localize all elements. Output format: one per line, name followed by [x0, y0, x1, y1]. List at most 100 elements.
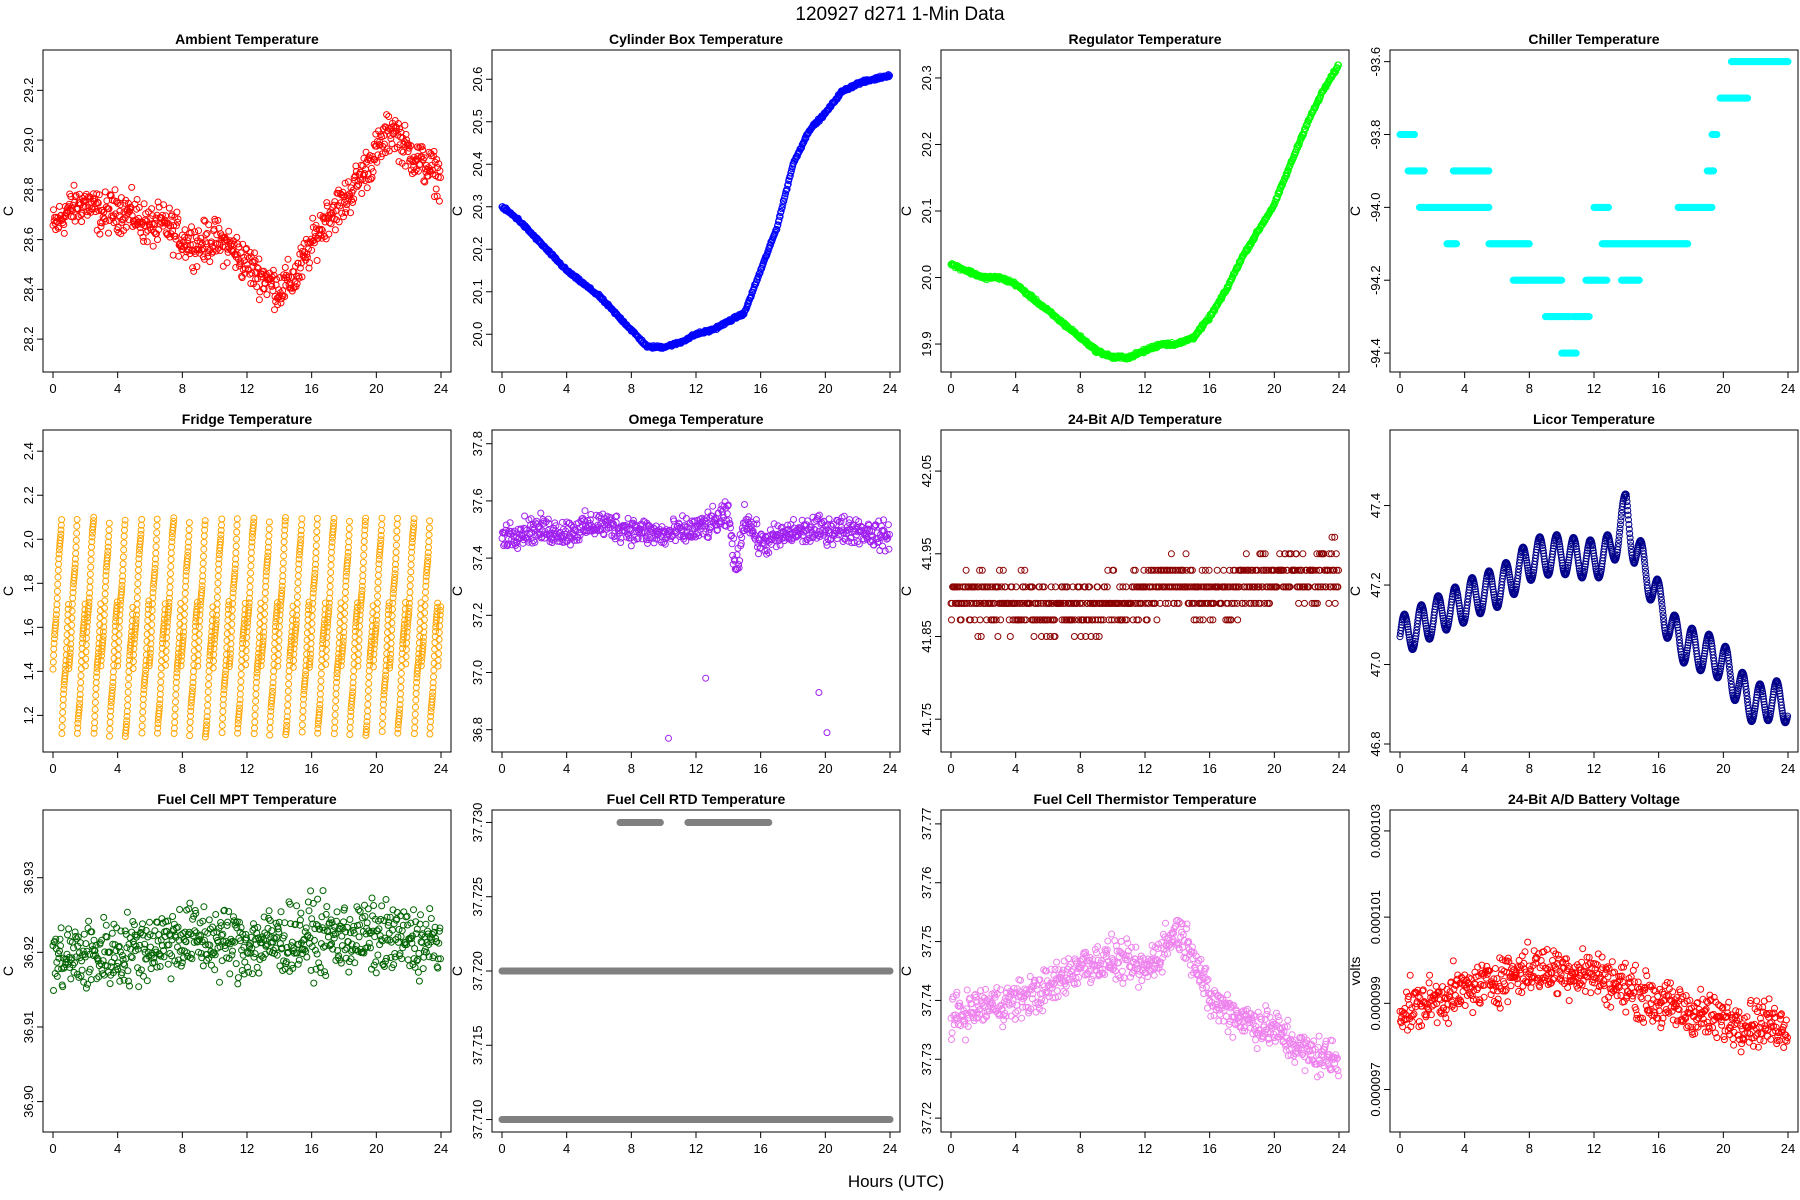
data-point	[268, 273, 276, 281]
data-point	[148, 614, 156, 621]
data-point	[406, 588, 414, 596]
data-point	[269, 683, 277, 691]
x-tick-label: 16	[304, 761, 318, 776]
data-point	[419, 641, 427, 649]
data-point	[168, 533, 176, 541]
data-point	[227, 645, 235, 653]
data-point	[367, 644, 375, 652]
x-tick-label: 20	[818, 761, 832, 776]
data-point	[81, 662, 89, 670]
data-point	[422, 161, 430, 169]
data-point	[228, 620, 236, 628]
data-point	[329, 525, 337, 533]
data-point	[298, 515, 306, 523]
data-point	[167, 563, 175, 570]
data-point	[379, 720, 386, 728]
data-point	[282, 514, 289, 521]
data-point	[232, 264, 240, 271]
x-tick-label: 12	[240, 381, 254, 396]
data-point	[313, 521, 321, 529]
data-point	[92, 685, 100, 693]
data-point	[50, 640, 58, 647]
data-point	[294, 586, 302, 594]
data-point	[298, 521, 306, 529]
data-point	[356, 616, 364, 624]
x-tick-label: 0	[947, 381, 954, 396]
data-point	[250, 518, 258, 526]
data-point	[245, 599, 253, 607]
data-point	[137, 531, 145, 538]
data-point	[435, 629, 443, 637]
data-point	[433, 156, 441, 163]
data-point	[327, 555, 335, 563]
data-point	[205, 221, 213, 229]
data-point	[391, 573, 399, 581]
data-point	[163, 623, 171, 631]
data-point	[50, 635, 58, 643]
y-tick-label: 28.8	[21, 177, 36, 202]
data-point	[280, 552, 288, 560]
data-point	[432, 623, 440, 631]
data-point	[275, 630, 283, 638]
data-point	[382, 149, 389, 157]
x-tick-label: 24	[434, 381, 448, 396]
x-tick-label: 20	[369, 761, 383, 776]
data-point	[90, 517, 97, 525]
data-point	[97, 656, 105, 664]
data-point	[185, 519, 193, 527]
data-point	[260, 617, 268, 625]
y-tick-label: 1.4	[21, 662, 36, 680]
data-point	[140, 237, 147, 245]
data-point	[234, 720, 242, 728]
data-point	[428, 692, 436, 700]
data-point	[310, 239, 318, 247]
data-point	[60, 229, 68, 237]
y-tick-label: 29.0	[21, 127, 36, 152]
data-point	[219, 701, 227, 709]
data-point	[136, 537, 144, 545]
x-tick-label: 24	[1332, 381, 1346, 396]
panel-title: Omega Temperature	[628, 411, 763, 427]
data-point	[312, 555, 320, 563]
data-point	[76, 685, 84, 693]
data-point	[89, 520, 97, 528]
x-tick-label: 8	[179, 761, 186, 776]
data-point	[359, 565, 367, 573]
data-point	[421, 602, 429, 610]
data-point	[100, 617, 108, 625]
data-point	[312, 549, 320, 556]
data-point	[133, 196, 141, 203]
data-point	[326, 576, 334, 584]
data-point	[345, 538, 353, 546]
data-point	[410, 523, 418, 531]
data-point	[397, 690, 404, 698]
data-point	[305, 264, 313, 272]
data-point	[412, 703, 419, 711]
data-point	[526, 529, 534, 537]
data-point	[255, 296, 263, 304]
data-point	[323, 199, 331, 207]
data-point	[379, 713, 387, 721]
data-point	[229, 594, 237, 602]
data-point	[212, 620, 220, 627]
data-point	[303, 650, 311, 658]
data-point	[225, 601, 233, 609]
data-point	[212, 623, 220, 631]
data-point	[325, 610, 332, 618]
data-point	[612, 519, 620, 526]
data-point	[299, 714, 307, 722]
data-point	[99, 628, 107, 636]
data-point	[93, 673, 100, 681]
data-point	[214, 579, 222, 587]
data-point	[392, 548, 400, 556]
data-point	[116, 207, 124, 215]
data-point	[1558, 276, 1566, 284]
data-point	[374, 151, 382, 159]
y-tick-label: 37.8	[470, 431, 485, 456]
data-point	[82, 641, 90, 649]
data-point	[67, 634, 75, 642]
data-point	[87, 208, 95, 216]
data-point	[308, 606, 316, 614]
data-point	[138, 722, 146, 730]
data-point	[142, 651, 150, 659]
